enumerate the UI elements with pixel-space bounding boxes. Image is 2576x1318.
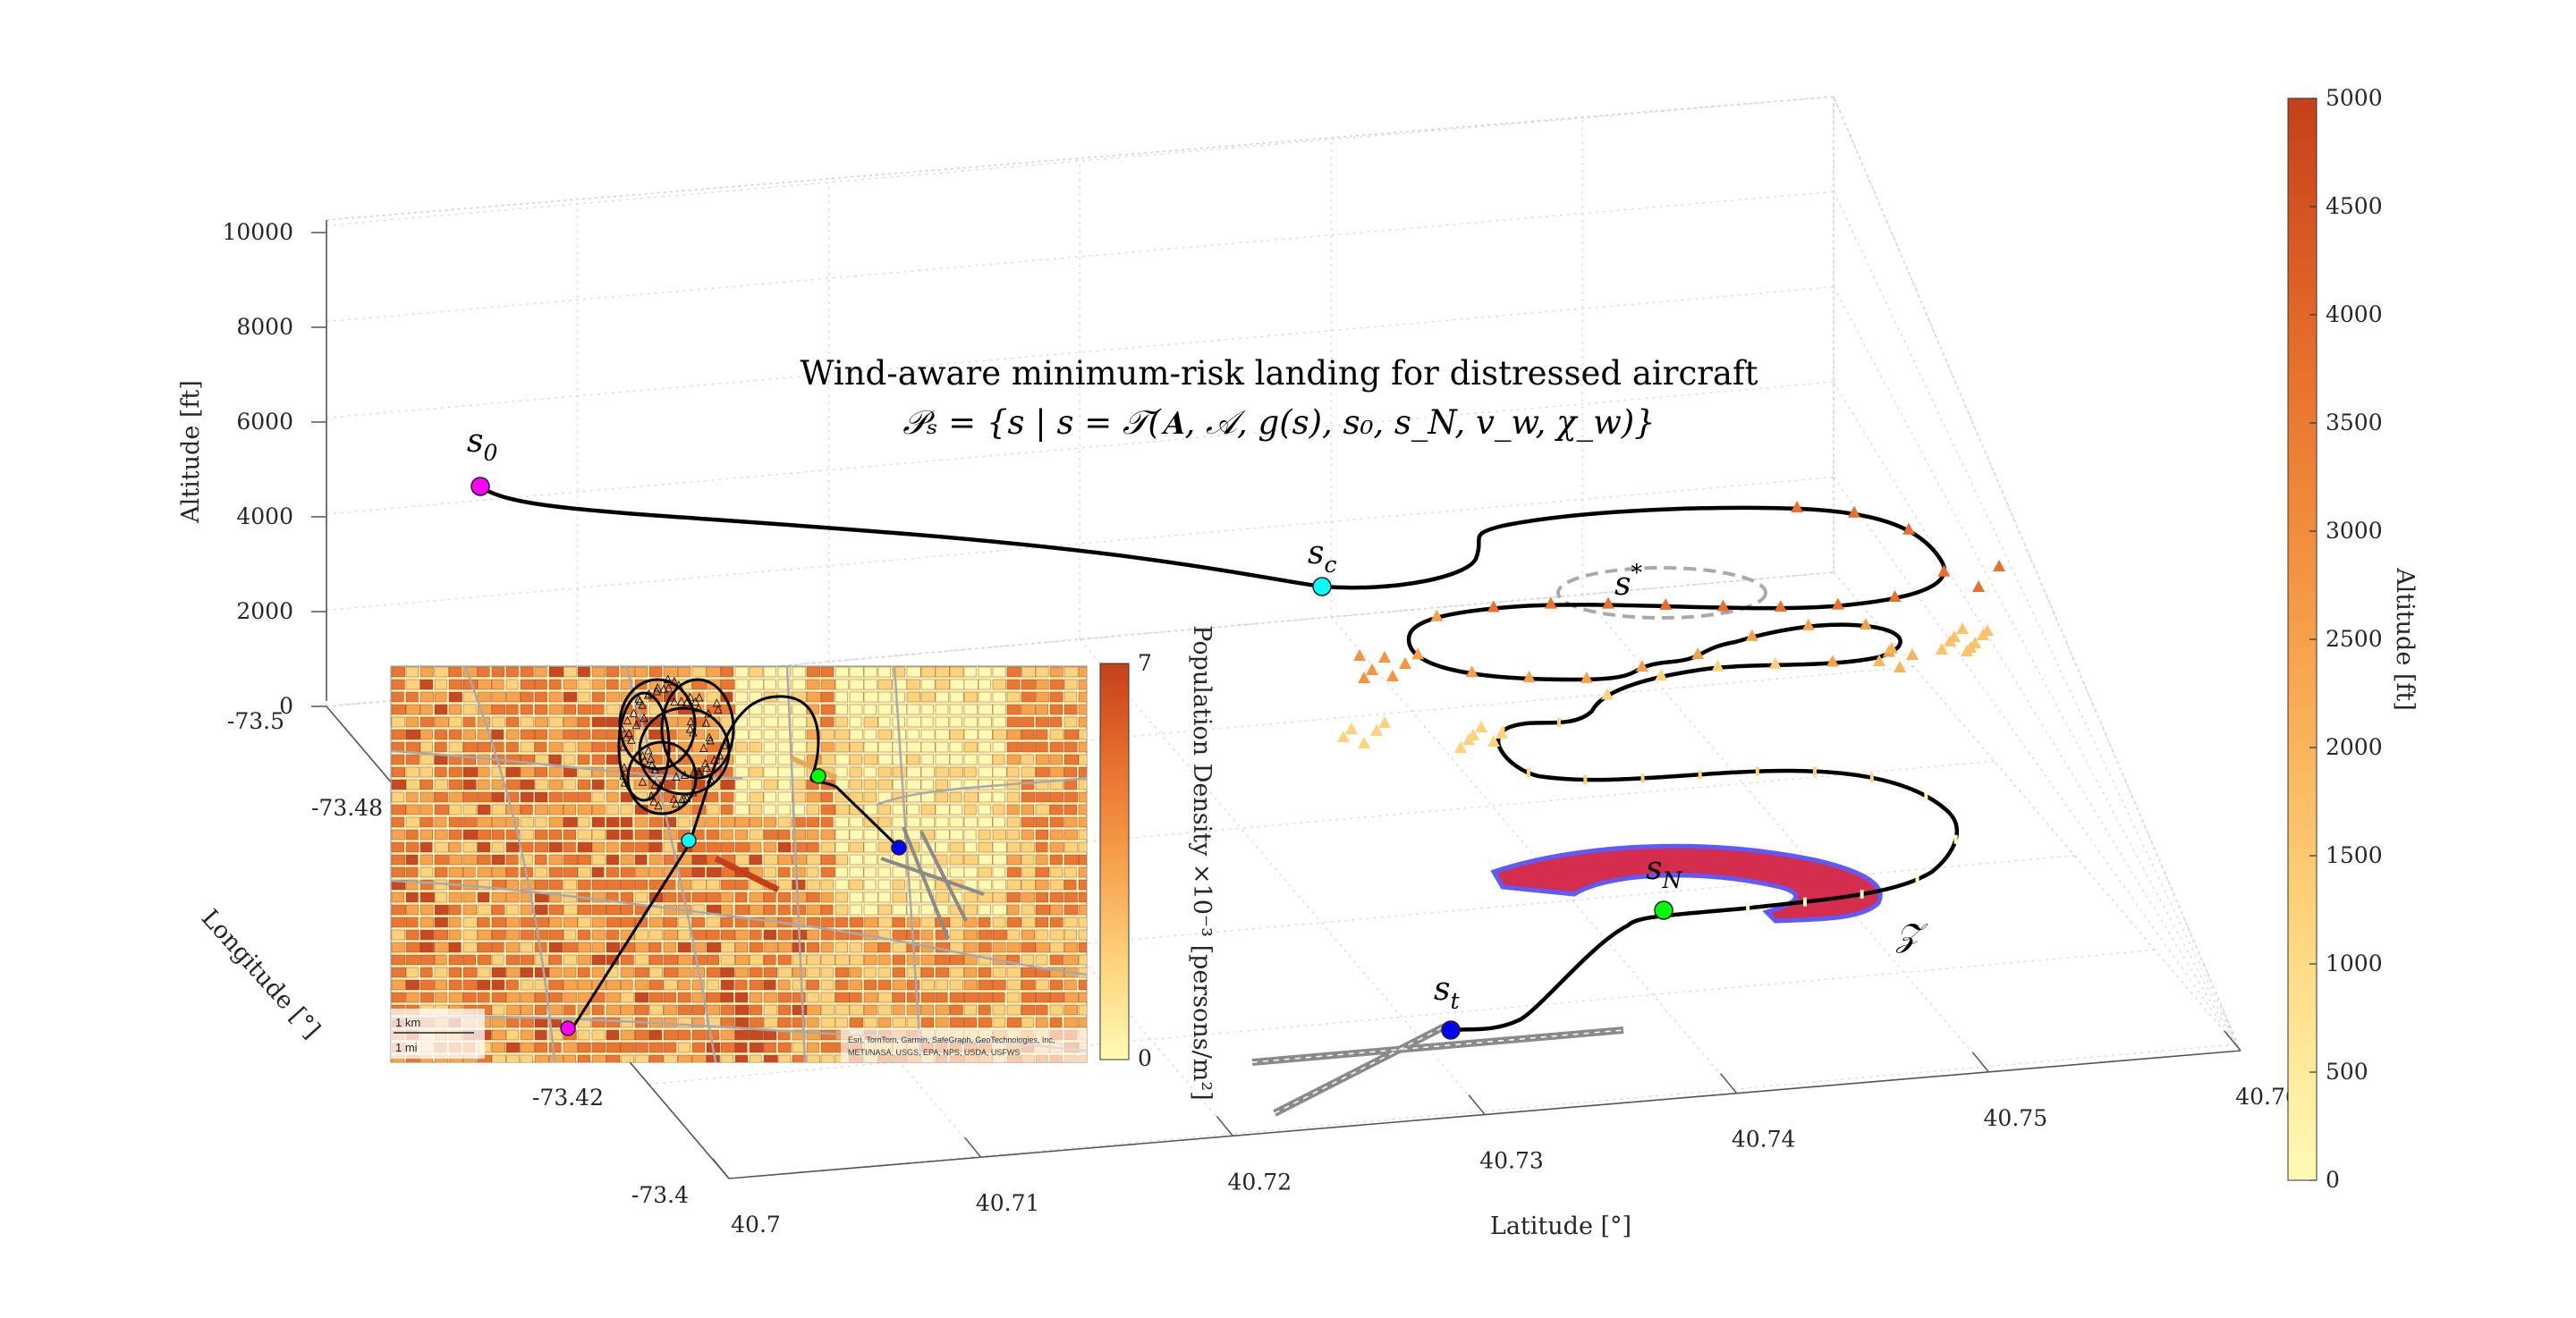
inset-cb-tick-max: 7: [1138, 650, 1152, 676]
point-s0: [470, 477, 490, 496]
point-label-st: st: [1434, 971, 1460, 1014]
y-tick-label: -73.42: [532, 1085, 604, 1111]
z-tick-label: 0: [279, 693, 293, 719]
main-cb-tick: 4000: [2326, 301, 2383, 327]
attribution-2: METI/NASA, USGS, EPA, NPS, USDA, USFWS: [848, 1048, 1020, 1057]
target-ellipse: [1556, 566, 1767, 620]
main-colorbar: 0 500 1000 1500 2000 2500 3000 3500 4000 4500 5000…: [2287, 85, 2419, 1193]
x-tick-label: 40.75: [1984, 1105, 2048, 1131]
point-sN: [1654, 900, 1674, 920]
map-point-st: [891, 840, 907, 856]
z-axis-label: Altitude [ft]: [177, 380, 205, 524]
y-tick-label: -73.48: [311, 795, 383, 821]
main-cb-tick: 5000: [2326, 85, 2383, 111]
map-inset: 1 km 1 mi Esri, TomTom, Garmin, SafeGrap…: [390, 665, 1088, 1063]
main-cb-tick: 2000: [2326, 734, 2383, 760]
z-tick-label: 2000: [236, 598, 293, 624]
point-st: [1441, 1020, 1461, 1040]
scale-mi: 1 mi: [395, 1041, 418, 1054]
z-tick-label: 4000: [236, 503, 293, 529]
x-tick-label: 40.74: [1732, 1127, 1796, 1153]
runways-3d: [1251, 1023, 1624, 1117]
main-cb-label: Altitude [ft]: [2391, 567, 2419, 711]
x-tick-label: 40.71: [976, 1190, 1040, 1216]
trajectory-markers: [1337, 500, 2005, 913]
scale-km: 1 km: [395, 1016, 420, 1029]
main-cb-tick: 0: [2326, 1167, 2340, 1193]
chart-title: Wind-aware minimum-risk landing for dist…: [801, 354, 1758, 393]
main-cb-tick: 3000: [2326, 518, 2383, 544]
point-sc: [1312, 577, 1332, 596]
y-axis-label: Longitude [°]: [196, 904, 326, 1043]
main-cb-tick: 2500: [2326, 626, 2383, 652]
z-tick-labels: 0 2000 4000 6000 8000 10000: [222, 219, 326, 719]
main-cb-tick: 500: [2326, 1059, 2368, 1085]
x-axis-label: Latitude [°]: [1490, 1212, 1631, 1240]
inset-colorbar: 7 0 Population Density ×10⁻³ [persons/m²…: [1099, 625, 1216, 1101]
trajectory-line: [479, 485, 1959, 1033]
point-label-sc: sc: [1308, 535, 1337, 578]
key-points: [470, 477, 1674, 1040]
map-point-sN: [810, 768, 826, 784]
attribution-1: Esri, TomTom, Garmin, SafeGraph, GeoTech…: [848, 1035, 1055, 1044]
y-tick-labels: -73.5 -73.48 -73.42 -73.4: [227, 708, 689, 1208]
z-tick-label: 6000: [236, 409, 293, 435]
point-label-sstar: s*: [1614, 560, 1642, 603]
x-tick-label: 40.73: [1479, 1148, 1544, 1174]
map-point-sc: [681, 832, 697, 849]
chart-subtitle: 𝒫ₛ = {s | s = 𝒯(𝐀, 𝒜, g(s), s₀, s_N, v_w…: [902, 403, 1655, 443]
inset-cb-label: Population Density ×10⁻³ [persons/m²]: [1188, 625, 1216, 1100]
y-tick-label: -73.4: [631, 1182, 689, 1208]
main-cb-tick: 4500: [2326, 193, 2383, 219]
region-label-z: 𝒵: [1895, 917, 1928, 954]
point-label-s0: s0: [467, 423, 497, 466]
main-cb-tick: 3500: [2326, 410, 2383, 435]
x-tick-label: 40.7: [731, 1212, 781, 1238]
main-cb-tick: 1000: [2326, 950, 2383, 976]
z-tick-label: 10000: [222, 219, 293, 245]
x-tick-label: 40.72: [1228, 1169, 1292, 1195]
map-point-s0: [560, 1020, 576, 1036]
landing-region-z: [1490, 843, 1883, 924]
main-cb-tick: 1500: [2326, 842, 2383, 868]
z-tick-label: 8000: [236, 314, 293, 340]
inset-cb-tick-min: 0: [1138, 1045, 1152, 1071]
y-tick-label: -73.5: [227, 708, 284, 734]
